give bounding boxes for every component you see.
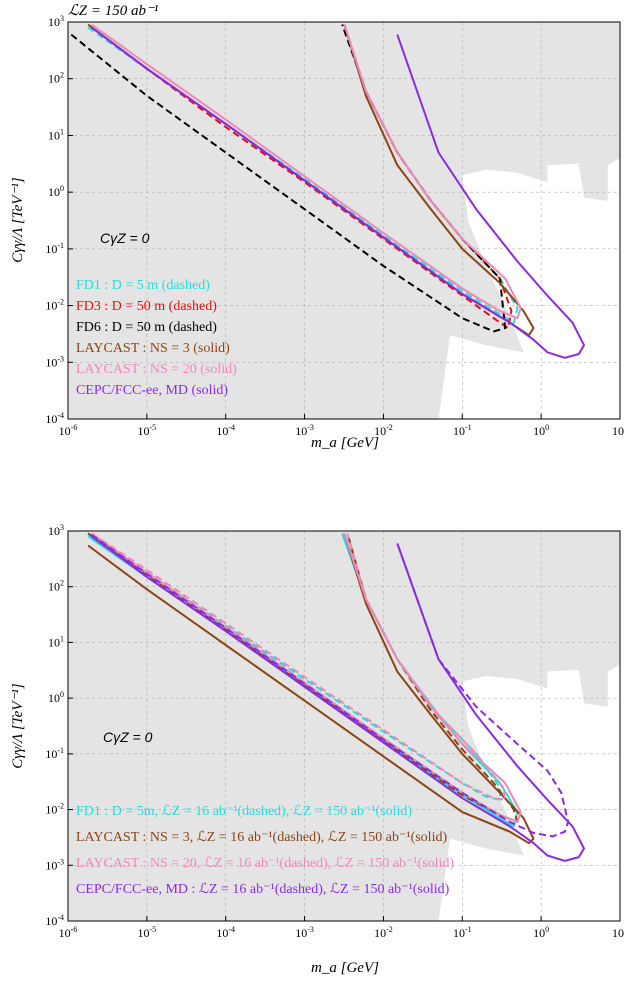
- legend-entry: LAYCAST : NS = 20, ℒZ = 16 ab⁻¹(dashed),…: [76, 856, 454, 871]
- x-axis-title: m_a [GeV]: [311, 960, 379, 976]
- y-ticks: 10-4 10-3 10-2 10-1 100 101 102 103: [45, 14, 73, 426]
- legend-entry: FD1 : D = 5m, ℒZ = 16 ab⁻¹(dashed), ℒZ =…: [76, 804, 412, 819]
- plot-frame: [67, 530, 621, 922]
- series-lines: [70, 23, 585, 359]
- x-tick-label: 10-5: [138, 925, 157, 940]
- legend-entry: CEPC/FCC-ee, MD : ℒZ = 16 ab⁻¹(dashed), …: [76, 882, 450, 897]
- series-lines: [87, 532, 585, 862]
- y-tick-label: 10-4: [45, 411, 64, 426]
- y-tick-label: 102: [48, 579, 64, 594]
- grid: [68, 22, 620, 419]
- x-tick-label: 10-1: [453, 423, 472, 438]
- excluded-region: [68, 531, 620, 921]
- y-axis-title: Cγγ/Λ [TeV⁻¹]: [10, 683, 26, 769]
- y-tick-label: 10-2: [45, 802, 64, 817]
- y-tick-label: 103: [48, 523, 64, 538]
- x-axis-title: m_a [GeV]: [311, 435, 379, 451]
- y-tick-label: 101: [48, 634, 64, 649]
- series-line: [91, 23, 522, 320]
- legend-entry: FD1 : D = 5 m (dashed): [76, 278, 210, 293]
- cgz-annotation: CγZ = 0: [103, 729, 153, 745]
- x-tick-label: 10-6: [59, 925, 78, 940]
- y-tick-label: 103: [48, 14, 64, 29]
- y-tick-label: 10-2: [45, 298, 64, 313]
- y-ticks: 10-4 10-3 10-2 10-1 100 101 102 103: [45, 523, 73, 928]
- x-tick-label: 10-1: [453, 925, 472, 940]
- excluded-region: [68, 22, 620, 419]
- x-tick-label: 10-6: [59, 423, 78, 438]
- x-tick-label: 10-4: [216, 423, 235, 438]
- series-line: [91, 535, 585, 862]
- x-tick-label: 10-2: [374, 423, 393, 438]
- plot-frame: [67, 21, 621, 420]
- y-tick-label: 100: [48, 690, 64, 705]
- series-line: [91, 532, 522, 823]
- y-tick-label: 10-3: [45, 857, 64, 872]
- y-tick-label: 100: [48, 184, 64, 199]
- series-line: [91, 26, 585, 359]
- series-line: [87, 532, 501, 801]
- legend: FD1 : D = 5 m (dashed) FD3 : D = 50 m (da…: [76, 278, 237, 398]
- top-luminosity-label: ℒZ = 150 ab⁻¹: [68, 3, 159, 19]
- excluded-region-shape: [68, 22, 620, 419]
- y-tick-label: 10-3: [45, 354, 64, 369]
- x-ticks: 10-6 10-5 10-4 10-3 10-2 10-1 100 101: [59, 414, 624, 438]
- y-axis-title: Cγγ/Λ [TeV⁻¹]: [10, 177, 26, 263]
- x-tick-label: 10-5: [138, 423, 157, 438]
- y-tick-label: 10-1: [45, 241, 64, 256]
- series-line: [91, 534, 570, 838]
- x-tick-label: 10-3: [295, 423, 314, 438]
- legend: FD1 : D = 5m, ℒZ = 16 ab⁻¹(dashed), ℒZ =…: [76, 804, 454, 897]
- legend-entry: LAYCAST : NS = 20 (solid): [76, 362, 237, 377]
- x-tick-label: 10-4: [216, 925, 235, 940]
- legend-entry: LAYCAST : NS = 3 (solid): [76, 341, 230, 356]
- legend-entry: LAYCAST : NS = 3, ℒZ = 16 ab⁻¹(dashed), …: [76, 830, 447, 845]
- y-tick-label: 102: [48, 71, 64, 86]
- y-tick-label: 10-4: [45, 913, 64, 928]
- x-tick-label: 101: [612, 925, 624, 940]
- x-tick-label: 101: [612, 423, 624, 438]
- legend-entry: FD3 : D = 50 m (dashed): [76, 299, 217, 314]
- x-tick-label: 100: [533, 925, 549, 940]
- excluded-region-shape: [68, 531, 620, 921]
- y-tick-label: 10-1: [45, 746, 64, 761]
- cgz-annotation: CγZ = 0: [100, 230, 150, 246]
- x-tick-label: 10-2: [374, 925, 393, 940]
- x-tick-label: 10-3: [295, 925, 314, 940]
- y-tick-label: 101: [48, 127, 64, 142]
- top-panel: ℒZ = 150 ab⁻¹ 10-6 10-5 10-4 10-3 10-2 10-1 10…: [10, 3, 624, 451]
- legend-entry: CEPC/FCC-ee, MD (solid): [76, 383, 228, 398]
- x-ticks: 10-6 10-5 10-4 10-3 10-2 10-1 100 101: [59, 916, 624, 940]
- x-tick-label: 100: [533, 423, 549, 438]
- legend-entry: FD6 : D = 50 m (dashed): [76, 320, 217, 335]
